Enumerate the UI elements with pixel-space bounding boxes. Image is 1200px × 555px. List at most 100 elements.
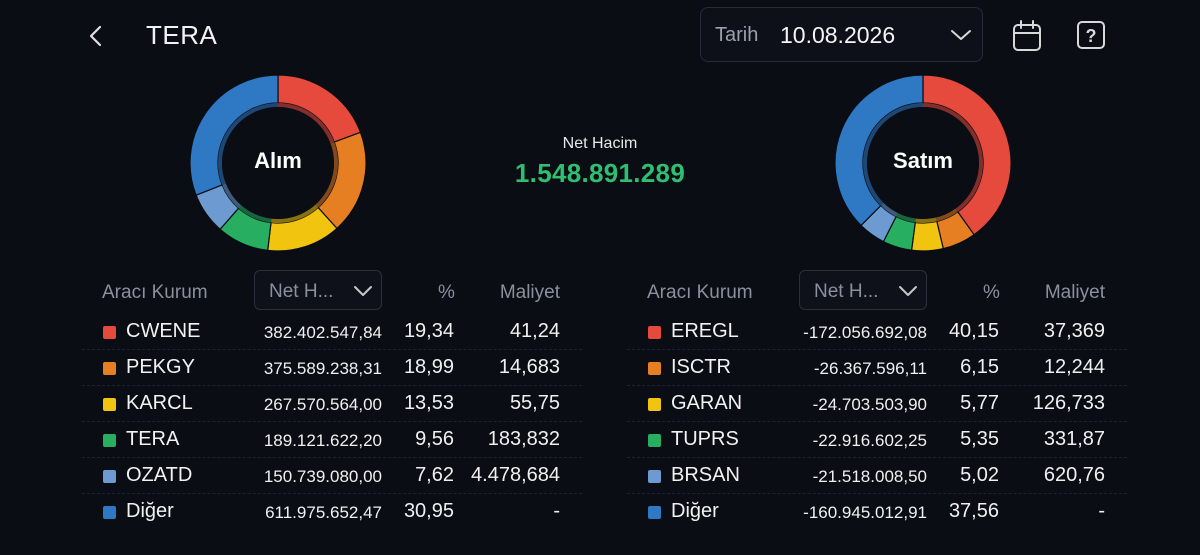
table-row[interactable]: OZATD 150.739.080,00 7,62 4.478,684 bbox=[82, 458, 582, 494]
broker-name: TUPRS bbox=[671, 428, 739, 450]
broker-name: OZATD bbox=[126, 464, 193, 486]
color-swatch bbox=[648, 470, 661, 483]
net-volume-cell: 382.402.547,84 bbox=[263, 323, 382, 342]
color-swatch bbox=[103, 326, 116, 339]
table-row[interactable]: BRSAN -21.518.008,50 5,02 620,76 bbox=[627, 458, 1127, 494]
table-row[interactable]: KARCL 267.570.564,00 13,53 55,75 bbox=[82, 386, 582, 422]
column-header-cost: Maliyet bbox=[1044, 282, 1105, 303]
percent-cell: 5,35 bbox=[960, 428, 999, 450]
net-volume-cell: -22.916.602,25 bbox=[812, 431, 927, 450]
broker-name: GARAN bbox=[671, 392, 743, 414]
net-volume-cell: -172.056.692,08 bbox=[803, 323, 927, 342]
chevron-down-icon bbox=[951, 30, 971, 40]
date-value: 10.08.2026 bbox=[780, 22, 896, 48]
percent-cell: 5,77 bbox=[960, 392, 999, 414]
broker-name: Diğer bbox=[671, 500, 719, 522]
page-title: TERA bbox=[146, 20, 218, 50]
broker-name: PEKGY bbox=[126, 356, 195, 378]
cost-cell: 55,75 bbox=[509, 392, 560, 414]
date-label: Tarih bbox=[715, 24, 759, 46]
broker-name: BRSAN bbox=[671, 464, 740, 486]
color-swatch bbox=[103, 362, 116, 375]
metric-select[interactable]: Net H... bbox=[254, 270, 382, 310]
percent-cell: 6,15 bbox=[960, 356, 999, 378]
table-row[interactable]: CWENE 382.402.547,84 19,34 41,24 bbox=[82, 314, 582, 350]
percent-cell: 7,62 bbox=[415, 464, 454, 486]
donut-slice-inner bbox=[935, 208, 958, 222]
back-button[interactable] bbox=[84, 22, 108, 50]
chevron-down-icon bbox=[354, 286, 372, 296]
table-row[interactable]: Diğer 611.975.652,47 30,95 - bbox=[82, 494, 582, 529]
donut-slice-inner bbox=[218, 103, 278, 185]
color-swatch bbox=[103, 506, 116, 519]
broker-name: KARCL bbox=[126, 392, 193, 414]
column-header-broker: Aracı Kurum bbox=[647, 282, 753, 303]
cost-cell: 14,683 bbox=[498, 356, 560, 378]
net-volume-label: Net Hacim bbox=[562, 135, 638, 152]
color-swatch bbox=[648, 362, 661, 375]
cost-cell: 331,87 bbox=[1043, 428, 1105, 450]
donut-slice-inner bbox=[238, 205, 272, 223]
percent-cell: 19,34 bbox=[403, 320, 454, 342]
color-swatch bbox=[103, 470, 116, 483]
net-volume-cell: -24.703.503,90 bbox=[812, 395, 927, 414]
sell-donut-chart: Satım bbox=[833, 73, 1013, 253]
donut-slice-inner bbox=[915, 217, 937, 223]
donut-slice-inner bbox=[315, 142, 338, 208]
buy-donut-chart: Alım bbox=[188, 73, 368, 253]
net-volume-cell: 375.589.238,31 bbox=[263, 359, 382, 378]
donut-slice-inner bbox=[222, 183, 242, 209]
column-header-broker: Aracı Kurum bbox=[102, 282, 208, 303]
cost-cell: 4.478,684 bbox=[471, 464, 560, 486]
percent-cell: 40,15 bbox=[948, 320, 999, 342]
date-selector[interactable]: Tarih 10.08.2026 bbox=[700, 7, 983, 62]
buy-label: Alım bbox=[254, 148, 302, 173]
cost-cell: 620,76 bbox=[1043, 464, 1105, 486]
sell-broker-table: Aracı Kurum Net H... % Maliyet EREGL -172… bbox=[627, 270, 1127, 530]
color-swatch bbox=[648, 506, 661, 519]
chevron-down-icon bbox=[899, 286, 917, 296]
color-swatch bbox=[648, 398, 661, 411]
metric-select-value: Net H... bbox=[269, 281, 334, 302]
color-swatch bbox=[103, 398, 116, 411]
metric-select-value: Net H... bbox=[814, 281, 879, 302]
table-row[interactable]: PEKGY 375.589.238,31 18,99 14,683 bbox=[82, 350, 582, 386]
help-icon[interactable]: ? bbox=[1076, 20, 1106, 50]
column-header-cost: Maliyet bbox=[499, 282, 560, 303]
table-row[interactable]: EREGL -172.056.692,08 40,15 37,369 bbox=[627, 314, 1127, 350]
net-volume-cell: -160.945.012,91 bbox=[803, 503, 927, 522]
svg-text:?: ? bbox=[1086, 26, 1097, 46]
cost-cell: - bbox=[1098, 500, 1105, 522]
calendar-icon[interactable] bbox=[1012, 20, 1042, 52]
percent-cell: 37,56 bbox=[948, 500, 999, 522]
percent-cell: 18,99 bbox=[403, 356, 454, 378]
cost-cell: 41,24 bbox=[509, 320, 560, 342]
percent-cell: 5,02 bbox=[960, 464, 999, 486]
donut-slice-inner bbox=[270, 204, 319, 223]
column-header-percent: % bbox=[438, 282, 455, 303]
cost-cell: 126,733 bbox=[1032, 392, 1105, 414]
percent-cell: 9,56 bbox=[415, 428, 454, 450]
net-volume-cell: 611.975.652,47 bbox=[265, 503, 382, 522]
donut-slice-inner bbox=[880, 202, 898, 217]
net-volume-cell: -21.518.008,50 bbox=[812, 467, 927, 486]
column-header-percent: % bbox=[983, 282, 1000, 303]
table-row[interactable]: ISCTR -26.367.596,11 6,15 12,244 bbox=[627, 350, 1127, 386]
cost-cell: 12,244 bbox=[1043, 356, 1105, 378]
percent-cell: 30,95 bbox=[403, 500, 454, 522]
broker-name: TERA bbox=[126, 428, 180, 450]
table-row[interactable]: Diğer -160.945.012,91 37,56 - bbox=[627, 494, 1127, 529]
chevron-left-icon bbox=[89, 25, 102, 47]
table-row[interactable]: TERA 189.121.622,20 9,56 183,832 bbox=[82, 422, 582, 458]
donut-hole bbox=[867, 107, 979, 219]
net-volume-cell: 189.121.622,20 bbox=[263, 431, 382, 450]
metric-select[interactable]: Net H... bbox=[799, 270, 927, 310]
broker-name: Diğer bbox=[126, 500, 174, 522]
sell-label: Satım bbox=[893, 148, 953, 173]
donut-hole bbox=[222, 107, 334, 219]
cost-cell: 183,832 bbox=[487, 428, 560, 450]
net-volume-cell: -26.367.596,11 bbox=[813, 359, 927, 378]
table-row[interactable]: TUPRS -22.916.602,25 5,35 331,87 bbox=[627, 422, 1127, 458]
table-row[interactable]: GARAN -24.703.503,90 5,77 126,733 bbox=[627, 386, 1127, 422]
broker-name: CWENE bbox=[126, 320, 201, 342]
